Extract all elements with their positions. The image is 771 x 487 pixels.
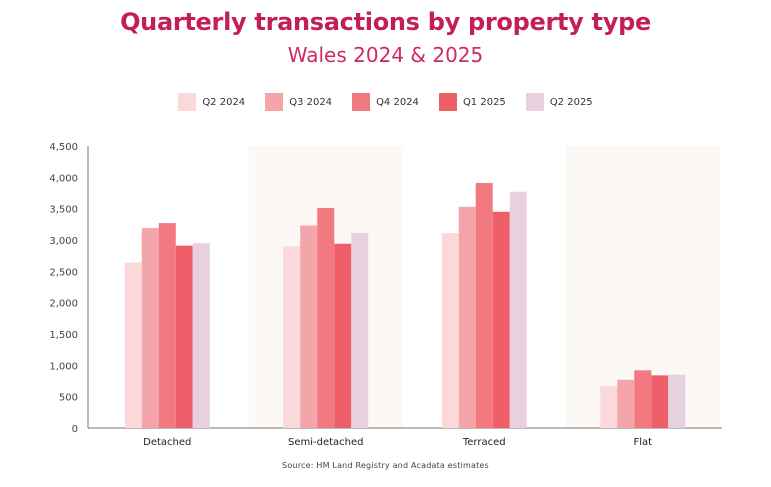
y-tick-label: 1,500 — [49, 330, 78, 341]
bar — [492, 211, 510, 428]
legend-swatch — [438, 93, 457, 111]
bar — [475, 182, 493, 428]
x-tick-label: Terraced — [462, 437, 506, 448]
bar — [141, 228, 159, 428]
bar — [124, 262, 142, 428]
chart-legend: Q2 2024 Q3 2024 Q4 2024 Q1 2025 Q2 2025 — [0, 93, 771, 111]
y-tick-label: 0 — [72, 424, 78, 435]
y-tick-label: 4,000 — [49, 173, 78, 184]
bar — [617, 379, 635, 428]
chart-subtitle: Wales 2024 & 2025 — [287, 43, 484, 67]
legend-item-q2-2025: Q2 2025 — [525, 93, 593, 111]
bar — [175, 245, 193, 428]
legend-item-q2-2024: Q2 2024 — [178, 93, 245, 111]
bar — [441, 233, 459, 428]
bar — [283, 246, 301, 428]
bar — [634, 370, 652, 428]
legend-swatch — [178, 93, 197, 111]
x-tick-label: Detached — [143, 437, 191, 448]
bar — [158, 223, 176, 428]
chart-title: Quarterly transactions by property type — [120, 8, 651, 36]
bar — [317, 208, 335, 428]
legend-label: Q4 2024 — [376, 96, 419, 108]
legend-label: Q2 2024 — [202, 96, 246, 108]
bar — [351, 233, 369, 428]
legend-swatch — [352, 93, 371, 111]
bar — [458, 206, 476, 428]
legend-swatch — [265, 93, 284, 111]
legend-item-q1-2025: Q1 2025 — [438, 93, 506, 111]
bar — [334, 243, 352, 428]
bar — [600, 386, 618, 428]
y-tick-label: 500 — [59, 393, 78, 404]
legend-label: Q3 2024 — [289, 96, 333, 108]
y-tick-label: 3,000 — [49, 236, 78, 247]
bar — [651, 375, 669, 428]
y-tick-label: 2,500 — [49, 267, 78, 278]
bar — [300, 225, 318, 428]
legend-item-q4-2024: Q4 2024 — [352, 93, 419, 111]
chart-source: Source: HM Land Registry and Acadata est… — [282, 461, 489, 470]
legend-item-q3-2024: Q3 2024 — [265, 93, 332, 111]
y-tick-label: 2,000 — [49, 299, 78, 310]
x-tick-label: Semi-detached — [288, 437, 364, 448]
bar — [192, 243, 210, 428]
y-tick-label: 3,500 — [49, 205, 78, 216]
x-tick-label: Flat — [633, 437, 652, 448]
bar — [509, 191, 527, 428]
y-tick-label: 4,500 — [49, 142, 78, 153]
legend-label: Q2 2025 — [549, 96, 593, 108]
legend-label: Q1 2025 — [462, 96, 506, 108]
y-tick-label: 1,000 — [49, 361, 78, 372]
legend-swatch — [525, 93, 544, 111]
bar — [668, 374, 686, 428]
